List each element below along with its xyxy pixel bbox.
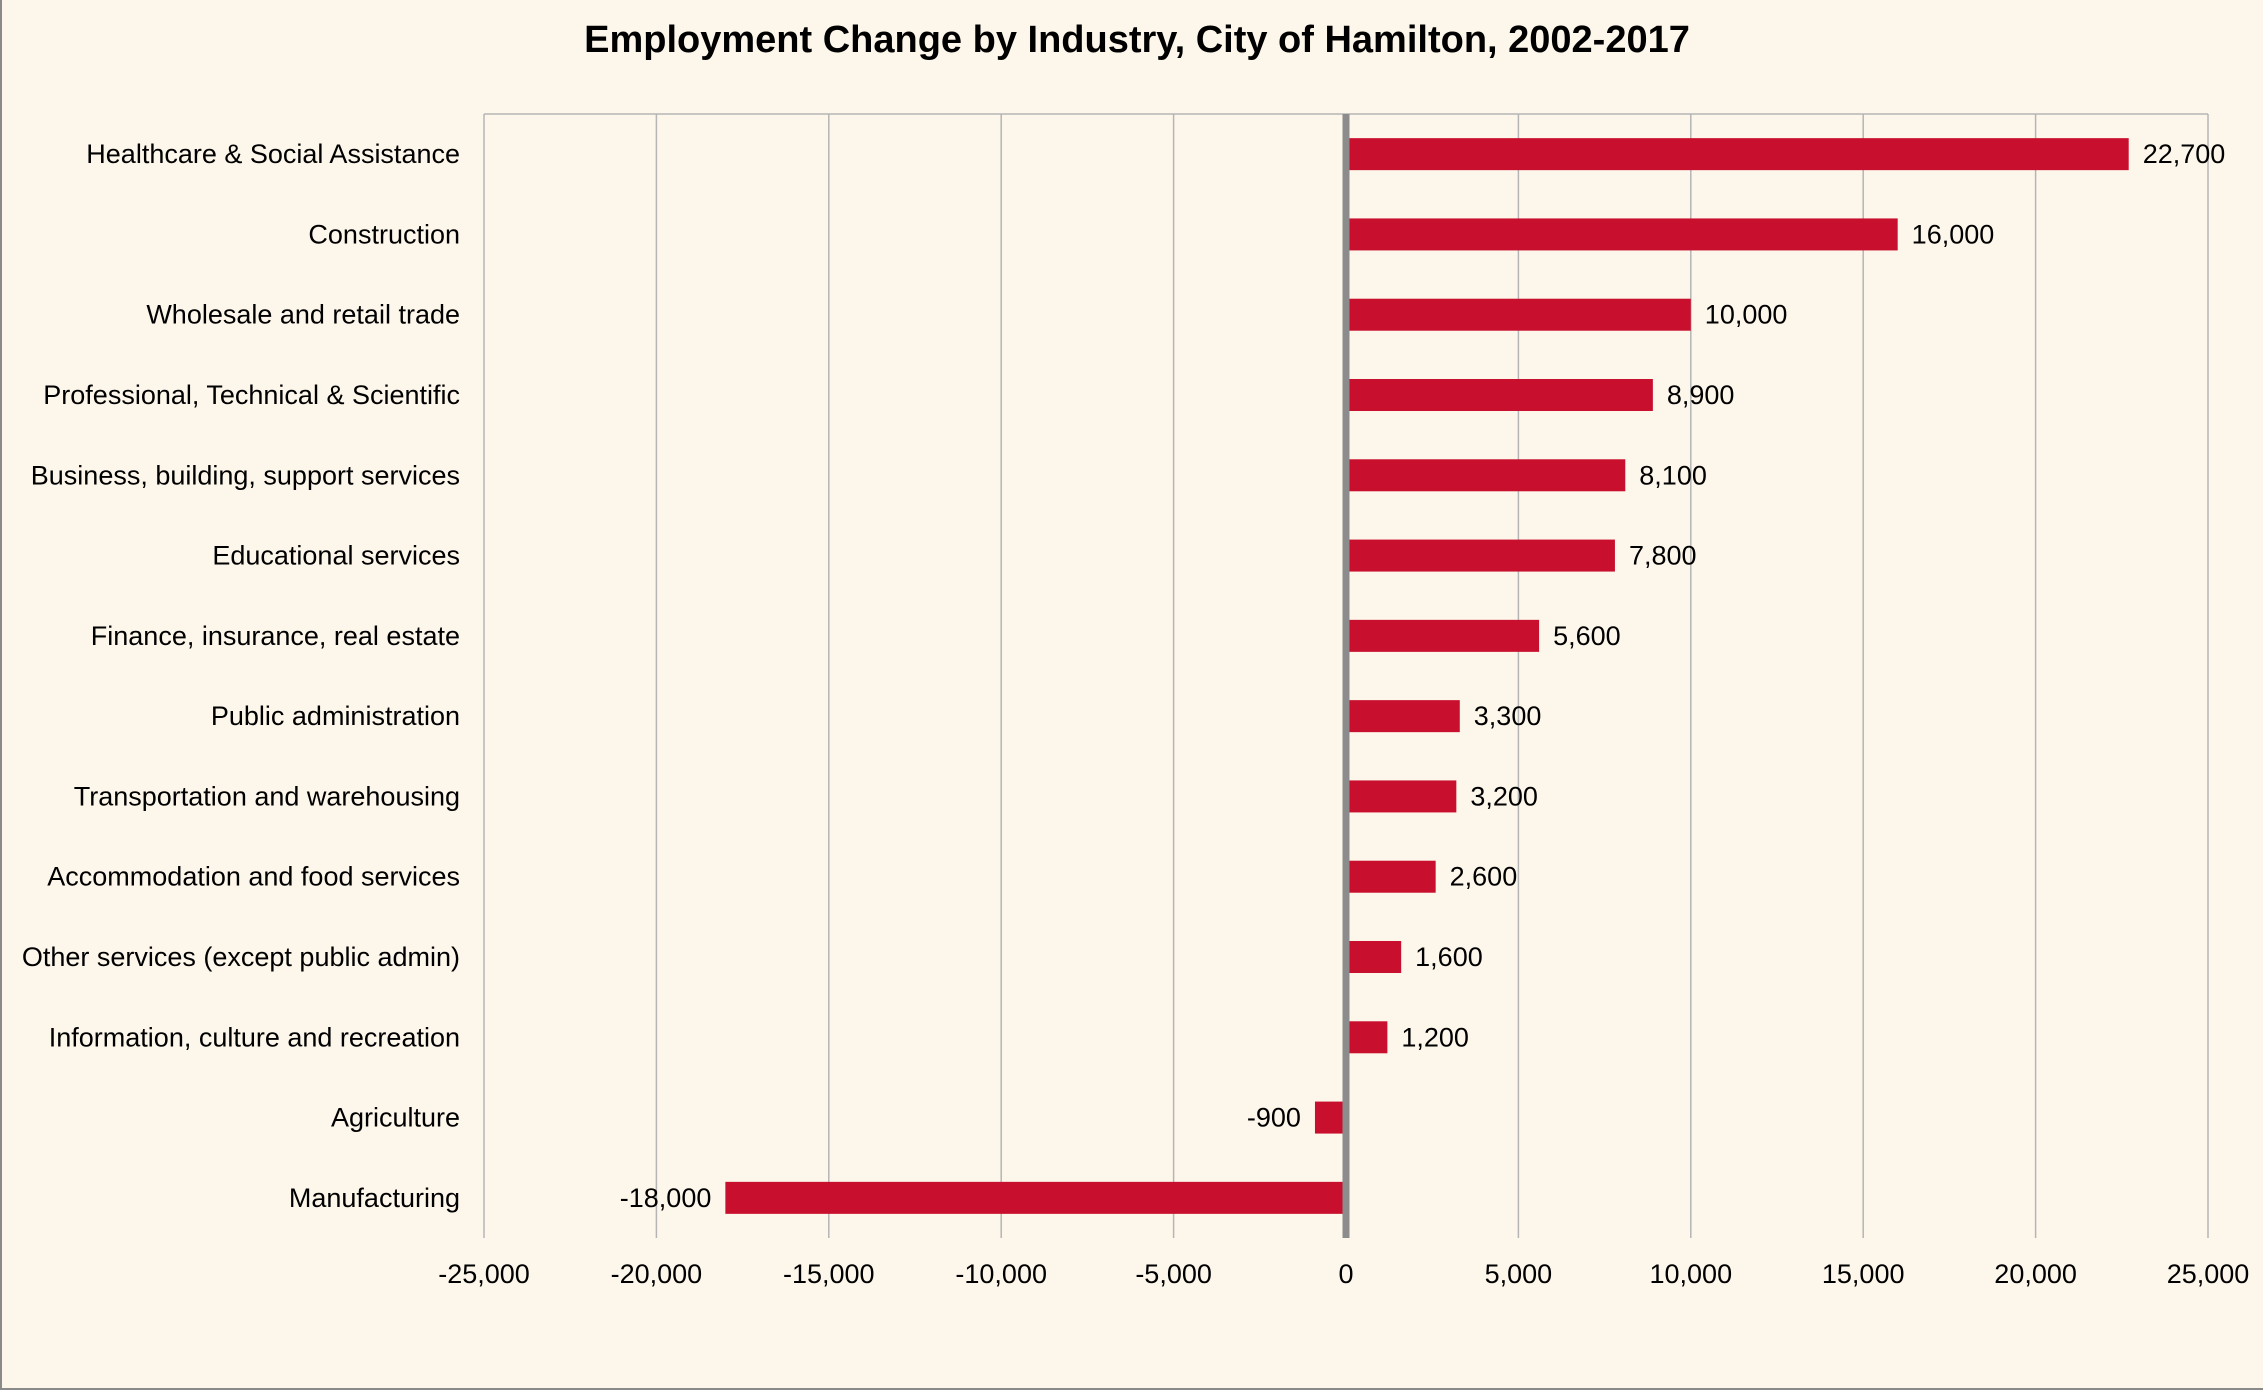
category-label: Other services (except public admin) bbox=[22, 942, 460, 972]
data-label: 1,600 bbox=[1415, 942, 1483, 972]
x-tick-label: -25,000 bbox=[438, 1259, 530, 1289]
category-label: Healthcare & Social Assistance bbox=[86, 139, 460, 169]
bar bbox=[1346, 700, 1460, 733]
data-label: 10,000 bbox=[1705, 300, 1788, 330]
labels-layer: -25,000 -20,000 -15,000 -10,000 -5,000 0 5,000… bbox=[22, 139, 2249, 1289]
data-label: 3,200 bbox=[1470, 781, 1538, 811]
x-tick-label: -10,000 bbox=[955, 1259, 1047, 1289]
bar bbox=[725, 1181, 1346, 1214]
x-tick-label: 10,000 bbox=[1650, 1259, 1733, 1289]
bar bbox=[1346, 780, 1457, 813]
data-label: 22,700 bbox=[2143, 139, 2226, 169]
x-tick-label: 20,000 bbox=[1994, 1259, 2077, 1289]
data-label: 16,000 bbox=[1912, 219, 1995, 249]
bar bbox=[1346, 459, 1626, 492]
data-label: 8,100 bbox=[1639, 460, 1707, 490]
category-label: Finance, insurance, real estate bbox=[91, 621, 460, 651]
category-label: Manufacturing bbox=[289, 1183, 460, 1213]
category-label: Public administration bbox=[211, 701, 460, 731]
x-tick-label: 25,000 bbox=[2167, 1259, 2250, 1289]
bar bbox=[1346, 138, 2129, 171]
data-label: 2,600 bbox=[1450, 862, 1518, 892]
data-label: 5,600 bbox=[1553, 621, 1621, 651]
data-label: 1,200 bbox=[1401, 1022, 1469, 1052]
category-label: Agriculture bbox=[331, 1103, 460, 1133]
bar bbox=[1314, 1101, 1346, 1134]
category-label: Educational services bbox=[212, 541, 460, 571]
bar bbox=[1346, 539, 1615, 572]
x-tick-label: 5,000 bbox=[1485, 1259, 1553, 1289]
x-tick-label: 0 bbox=[1338, 1259, 1353, 1289]
x-tick-label: -20,000 bbox=[611, 1259, 703, 1289]
category-label: Information, culture and recreation bbox=[49, 1022, 460, 1052]
bars-layer bbox=[725, 114, 2129, 1238]
bar bbox=[1346, 619, 1540, 652]
chart-title: Employment Change by Industry, City of H… bbox=[584, 19, 1690, 61]
category-label: Business, building, support services bbox=[31, 460, 460, 490]
data-label: 7,800 bbox=[1629, 541, 1697, 571]
bar bbox=[1346, 298, 1691, 331]
data-label: -18,000 bbox=[620, 1183, 712, 1213]
bar bbox=[1346, 218, 1898, 251]
category-label: Construction bbox=[308, 219, 460, 249]
category-label: Wholesale and retail trade bbox=[146, 300, 460, 330]
bar bbox=[1346, 941, 1402, 973]
bar bbox=[1346, 379, 1653, 411]
bar bbox=[1346, 860, 1436, 893]
category-label: Professional, Technical & Scientific bbox=[43, 380, 460, 410]
category-label: Accommodation and food services bbox=[47, 862, 460, 892]
bar bbox=[1346, 1021, 1388, 1054]
x-tick-label: -15,000 bbox=[783, 1259, 875, 1289]
data-label: 3,300 bbox=[1474, 701, 1542, 731]
x-tick-label: -5,000 bbox=[1135, 1259, 1212, 1289]
data-label: 8,900 bbox=[1667, 380, 1735, 410]
data-label: -900 bbox=[1247, 1103, 1301, 1133]
category-label: Transportation and warehousing bbox=[74, 781, 460, 811]
x-tick-label: 15,000 bbox=[1822, 1259, 1905, 1289]
